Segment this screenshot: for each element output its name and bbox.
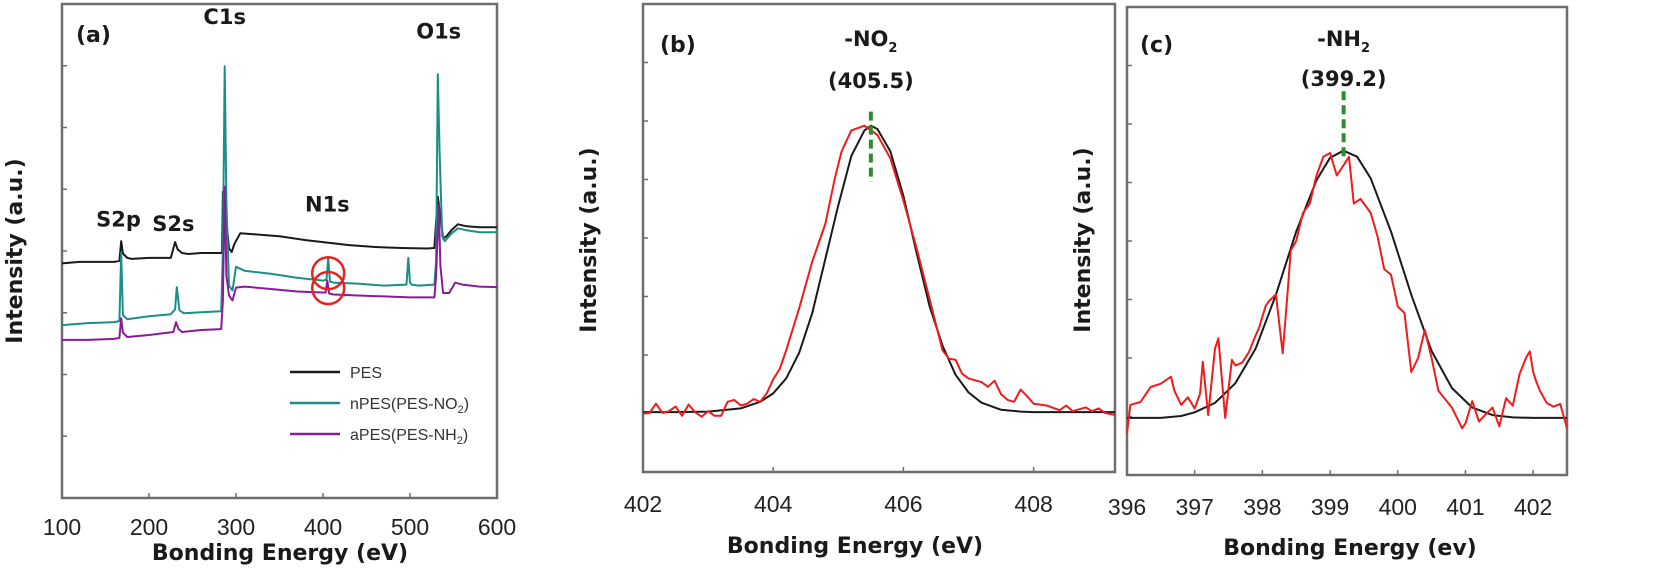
x-tick-label: 399 [1311, 494, 1349, 520]
panel-a-series [61, 65, 498, 341]
panel-b-peak-label-text: -NO [844, 27, 888, 51]
x-tick-label: 400 [304, 514, 342, 540]
peak-label-n1s: N1s [305, 192, 350, 216]
x-tick-label: 396 [1108, 494, 1146, 520]
peak-label-s2s: S2s [152, 212, 194, 236]
panel-a-label: (a) [76, 23, 111, 48]
panel-b-y-axis-label: Intensity (a.u.) [577, 147, 602, 332]
series-line-fit [1127, 149, 1567, 419]
panel-a-survey-spectrum: 100 200 300 400 500 600 S2p S2s C1s N1s O1s (a) B… [3, 2, 516, 566]
panel-a-x-axis-label: Bonding Energy (eV) [152, 541, 408, 566]
panel-c-label: (c) [1140, 33, 1173, 58]
x-tick-label: 300 [217, 514, 255, 540]
x-tick-label: 401 [1446, 494, 1484, 520]
series-line-measured-n1s [642, 124, 1116, 418]
series-line-measured-n1s [1126, 152, 1568, 434]
panel-b-peak-label-subscript: 2 [888, 41, 897, 56]
legend-entry-label: aPES(PES-NH2) [350, 427, 468, 447]
panel-a-legend: PES nPES(PES-NO2) aPES(PES-NH2) [290, 365, 469, 447]
panel-a-peak-annotations: S2p S2s C1s N1s O1s [96, 5, 461, 236]
x-tick-label: 404 [754, 491, 793, 517]
series-line-fit [643, 124, 1115, 414]
panel-c-y-axis-label: Intensity (a.u.) [1071, 147, 1096, 332]
x-tick-label: 402 [624, 491, 662, 517]
x-tick-label: 600 [478, 514, 516, 540]
panel-a-plot-frame [60, 2, 499, 500]
n1s-highlight-circle [310, 270, 346, 306]
panel-b-x-axis-label: Bonding Energy (eV) [727, 534, 983, 559]
panel-c-nh2-spectrum: 396 397 398 399 400 401 402 (c) -NH2 (399.2) B… [1071, 5, 1569, 561]
panel-c-peak-label: -NH2 [1317, 27, 1370, 56]
panel-b-peak-label: -NO2 [844, 27, 897, 56]
legend-entry-label: nPES(PES-NO2) [350, 396, 469, 416]
panel-b-no2-spectrum: 402 404 406 408 (b) -NO2 (405.5) Bonding En… [577, 2, 1117, 559]
x-tick-label: 200 [130, 514, 168, 540]
panel-c-peak-label-text: -NH [1317, 27, 1361, 51]
x-tick-label: 398 [1243, 494, 1281, 520]
peak-label-o1s: O1s [416, 20, 461, 44]
legend-entry-label: PES [350, 365, 382, 382]
x-tick-label: 400 [1379, 494, 1417, 520]
panel-a-highlight-circles [310, 255, 346, 306]
panel-b-series [642, 124, 1116, 418]
panel-c-peak-label-subscript: 2 [1361, 41, 1370, 56]
x-tick-label: 100 [43, 514, 81, 540]
panel-c-x-axis-label: Bonding Energy (ev) [1223, 536, 1476, 561]
panel-c-series [1126, 149, 1568, 434]
peak-label-s2p: S2p [96, 207, 141, 231]
x-tick-label: 397 [1176, 494, 1214, 520]
panel-b-label: (b) [660, 33, 696, 58]
panel-a-y-ticks [62, 65, 67, 499]
panel-a-x-ticks: 100 200 300 400 500 600 [43, 493, 516, 540]
panel-c-peak-value: (399.2) [1301, 67, 1387, 91]
x-tick-label: 406 [884, 491, 922, 517]
x-tick-label: 402 [1514, 494, 1552, 520]
x-tick-label: 408 [1014, 491, 1052, 517]
series-line-pes [61, 189, 497, 265]
panel-c-x-ticks: 396 397 398 399 400 401 402 [1108, 470, 1552, 520]
x-tick-label: 500 [391, 514, 429, 540]
series-line-npes-pes-no2 [61, 65, 497, 327]
panel-b-peak-value: (405.5) [828, 69, 914, 93]
peak-label-c1s: C1s [203, 5, 246, 29]
series-line-apes-pes-nh2 [62, 185, 498, 341]
panel-a-y-axis-label: Intensity (a.u.) [3, 158, 28, 343]
n1s-highlight-circle [310, 255, 346, 291]
panel-b-x-ticks: 402 404 406 408 [624, 467, 1053, 517]
